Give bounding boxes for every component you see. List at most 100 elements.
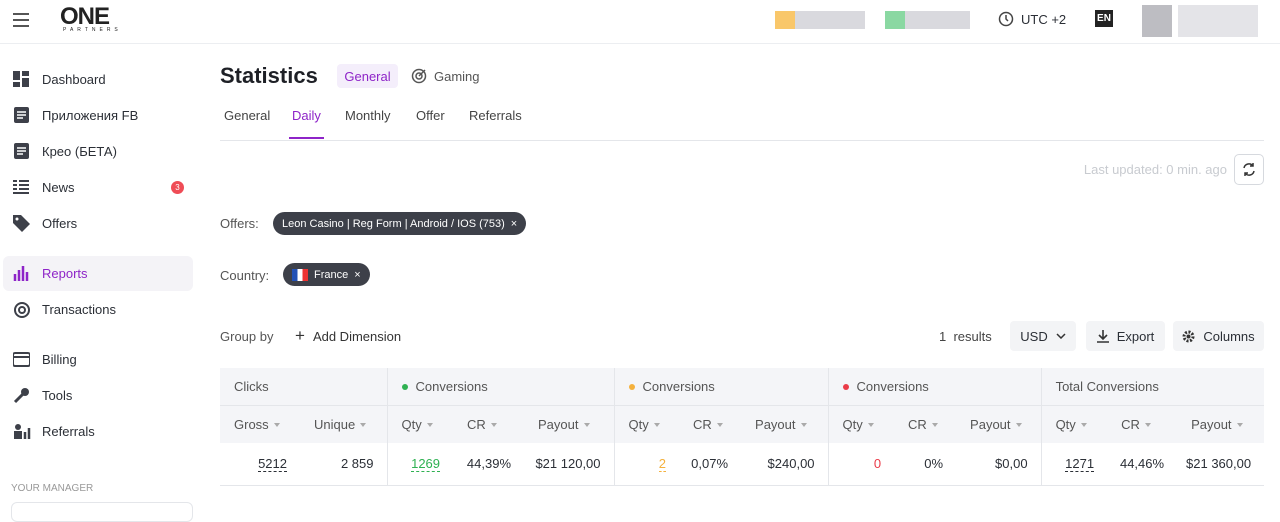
column-header[interactable]: CR [894, 404, 957, 443]
group-header: Conversions [613, 368, 829, 405]
cell-value[interactable]: 2 [658, 456, 667, 473]
column-header[interactable]: Qty [827, 404, 895, 443]
manager-heading: YOUR MANAGER [11, 483, 94, 494]
mode-tab[interactable]: General [337, 64, 398, 88]
tools-icon [13, 388, 29, 404]
column-header[interactable]: CR [453, 404, 525, 443]
filter-label: Offers: [220, 216, 259, 231]
stats-table: Clicks Conversions Conversions Conversio… [220, 368, 1265, 486]
cell: 2 859 [300, 443, 388, 486]
results-count: 1 [939, 329, 947, 344]
cell: 0 [827, 443, 895, 486]
news-badge: 3 [171, 181, 184, 194]
cell: 0% [894, 443, 957, 486]
cell-value: 0% [924, 456, 944, 472]
tab[interactable]: Referrals [469, 108, 522, 123]
chip-remove[interactable]: × [510, 217, 518, 230]
data-row: 5212 2 859 1269 44,39% $21 120,00 2 0,07% $240,… [220, 443, 1265, 486]
tab[interactable]: Offer [416, 108, 445, 123]
page-title: Statistics [220, 63, 318, 88]
currency-select[interactable]: USD [1010, 321, 1076, 351]
doc-icon [14, 143, 29, 159]
column-header[interactable]: CR [679, 404, 742, 443]
group-header: Conversions [386, 368, 615, 405]
currency: USD [1020, 328, 1048, 344]
nav-item[interactable]: Dashboard [42, 71, 106, 87]
nav-item[interactable]: Billing [42, 351, 77, 367]
column-header[interactable]: CR [1107, 404, 1178, 443]
column-header[interactable]: Qty [1040, 404, 1108, 443]
dashboard-icon [13, 71, 29, 87]
columns-text: Columns [1203, 328, 1255, 344]
gear-icon [1182, 330, 1195, 342]
group-title: Conversions [856, 378, 929, 394]
menu-button[interactable] [13, 13, 29, 27]
cell: 44,46% [1107, 443, 1178, 486]
chip-text: Leon Casino | Reg Form | Android / IOS (… [282, 217, 505, 230]
group-by-label: Group by [220, 329, 274, 344]
group-title: Conversions [642, 378, 715, 394]
nav-item[interactable]: Крео (БЕТА) [42, 143, 117, 159]
user-blur[interactable] [1142, 5, 1258, 37]
group-row: Clicks Conversions Conversions Conversio… [220, 368, 1265, 405]
cell: 0,07% [679, 443, 742, 486]
reports-icon [13, 266, 29, 281]
balance-blur [775, 11, 865, 29]
group-header: Conversions [827, 368, 1042, 405]
mode-tab[interactable]: Gaming [434, 69, 480, 84]
doc-icon [14, 107, 29, 123]
nav-item[interactable]: Transactions [42, 301, 116, 317]
chip-remove[interactable]: × [354, 268, 361, 281]
column-header[interactable]: Payout [741, 404, 829, 443]
export-icon [1096, 329, 1109, 343]
column-header[interactable]: Payout [524, 404, 615, 443]
filter-chip[interactable]: France × [283, 263, 370, 286]
gaming-icon [411, 68, 427, 84]
offers-icon [13, 215, 30, 232]
language[interactable]: EN [1095, 10, 1113, 27]
cell: 1271 [1040, 443, 1108, 486]
cell: $21 360,00 [1177, 443, 1265, 486]
page: ONE PARTNERS UTC +2 EN Dashboard Приложе… [0, 0, 1280, 510]
cell-value[interactable]: 1271 [1065, 456, 1095, 473]
nav-item[interactable]: Приложения FB [42, 107, 139, 123]
nav-item[interactable]: Reports [42, 265, 88, 281]
filter-chip[interactable]: Leon Casino | Reg Form | Android / IOS (… [273, 212, 527, 235]
tab[interactable]: General [224, 108, 271, 123]
export-button[interactable]: Export [1086, 321, 1165, 351]
flag [292, 268, 308, 281]
filter-label: Country: [220, 268, 270, 283]
group-header: Total Conversions [1040, 368, 1265, 405]
logo[interactable]: ONE [60, 3, 110, 30]
cell: $0,00 [956, 443, 1042, 486]
nav-item[interactable]: Referrals [42, 423, 95, 439]
nav-item[interactable]: Offers [42, 215, 78, 231]
cell: 2 [613, 443, 680, 486]
timezone[interactable]: UTC +2 [1021, 12, 1067, 27]
cell: $21 120,00 [524, 443, 615, 486]
refresh-button[interactable] [1234, 154, 1264, 185]
add-dimension[interactable]: + Add Dimension [295, 326, 402, 345]
cell-value: 0 [873, 456, 882, 472]
manager-card [11, 502, 193, 522]
column-header[interactable]: Qty [613, 404, 680, 443]
results: 1 results [939, 329, 992, 344]
column-row: Gross Unique Qty CR Payout Qty CR Payout Qty CR Pa… [220, 404, 1265, 443]
top-bar [0, 0, 1280, 44]
columns-button[interactable]: Columns [1173, 321, 1264, 351]
column-header[interactable]: Qty [386, 404, 454, 443]
cell-value[interactable]: 5212 [258, 456, 287, 473]
tab[interactable]: Monthly [345, 108, 391, 123]
group-title: Conversions [415, 378, 488, 394]
nav-item[interactable]: News [42, 179, 75, 195]
column-header[interactable]: Payout [1177, 404, 1265, 443]
last-updated: Last updated: 0 min. ago [1083, 162, 1227, 177]
column-header[interactable]: Payout [956, 404, 1042, 443]
tab[interactable]: Daily [292, 108, 321, 123]
nav-item[interactable]: Tools [42, 387, 73, 403]
cell-value[interactable]: 1269 [411, 456, 441, 473]
logo-sub: PARTNERS [63, 27, 122, 33]
column-header[interactable]: Gross [220, 404, 300, 443]
column-header[interactable]: Unique [300, 404, 388, 443]
cell-value: 2 859 [340, 456, 374, 472]
